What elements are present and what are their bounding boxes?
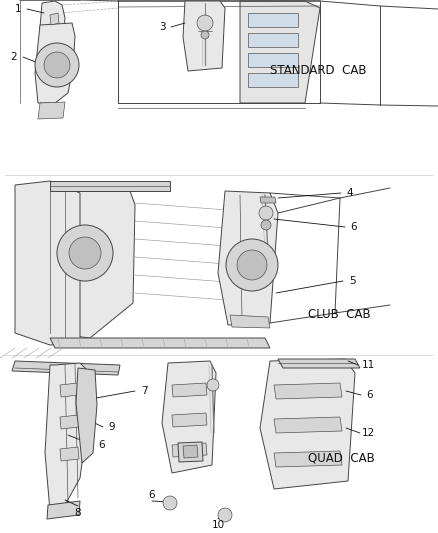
Circle shape (44, 52, 70, 78)
Circle shape (201, 31, 209, 39)
Text: 5: 5 (349, 276, 355, 286)
Circle shape (197, 15, 213, 31)
Polygon shape (50, 191, 135, 338)
Text: 10: 10 (212, 520, 225, 530)
Polygon shape (183, 445, 198, 458)
Polygon shape (278, 359, 360, 368)
Polygon shape (172, 443, 207, 457)
Polygon shape (178, 442, 203, 462)
Polygon shape (50, 13, 59, 25)
Text: 3: 3 (159, 22, 165, 32)
Text: 11: 11 (361, 360, 374, 370)
Polygon shape (260, 197, 276, 203)
Polygon shape (15, 181, 80, 345)
Polygon shape (274, 451, 342, 467)
Polygon shape (45, 363, 88, 511)
Polygon shape (76, 368, 97, 463)
Text: 6: 6 (367, 390, 373, 400)
Text: STANDARD  CAB: STANDARD CAB (270, 64, 367, 77)
Polygon shape (248, 13, 298, 27)
Text: QUAD  CAB: QUAD CAB (308, 451, 375, 464)
Polygon shape (60, 447, 79, 461)
Polygon shape (260, 359, 355, 489)
Polygon shape (248, 73, 298, 87)
Polygon shape (248, 33, 298, 47)
Polygon shape (50, 338, 270, 348)
Circle shape (207, 379, 219, 391)
Polygon shape (35, 23, 75, 103)
Polygon shape (240, 1, 320, 103)
Polygon shape (172, 383, 207, 397)
Circle shape (69, 237, 101, 269)
Polygon shape (60, 383, 79, 397)
Text: 8: 8 (75, 508, 81, 518)
Polygon shape (218, 191, 278, 325)
Polygon shape (274, 417, 342, 433)
Text: 1: 1 (15, 4, 21, 14)
Circle shape (259, 206, 273, 220)
Polygon shape (12, 361, 120, 375)
Polygon shape (274, 383, 342, 399)
Text: 12: 12 (361, 428, 374, 438)
Text: CLUB  CAB: CLUB CAB (308, 309, 371, 321)
Circle shape (57, 225, 113, 281)
Circle shape (218, 508, 232, 522)
Text: 6: 6 (148, 490, 155, 500)
Text: 4: 4 (347, 188, 353, 198)
Text: 9: 9 (109, 422, 115, 432)
Polygon shape (50, 181, 170, 191)
Polygon shape (40, 1, 65, 55)
Polygon shape (248, 53, 298, 67)
Text: 6: 6 (99, 440, 105, 450)
Polygon shape (60, 415, 79, 429)
Circle shape (237, 250, 267, 280)
Text: 7: 7 (141, 386, 147, 396)
Polygon shape (230, 315, 270, 328)
Circle shape (163, 496, 177, 510)
Polygon shape (47, 501, 80, 519)
Text: 6: 6 (351, 222, 357, 232)
Polygon shape (183, 1, 225, 71)
Polygon shape (162, 361, 216, 473)
Text: 2: 2 (11, 52, 18, 62)
Circle shape (226, 239, 278, 291)
Circle shape (261, 220, 271, 230)
Polygon shape (38, 102, 65, 119)
Polygon shape (172, 413, 207, 427)
Circle shape (35, 43, 79, 87)
